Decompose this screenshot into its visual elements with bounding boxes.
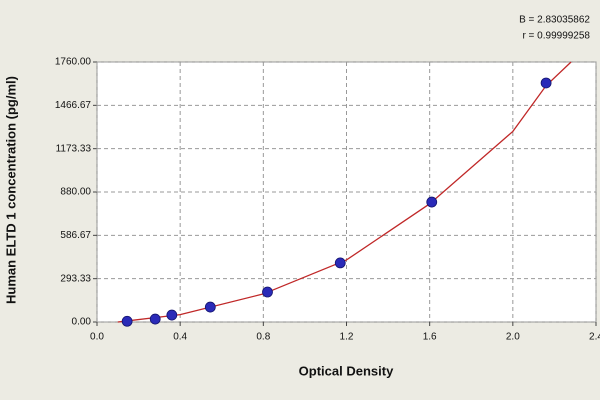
- fit-curve: [117, 61, 572, 323]
- data-point: [426, 196, 438, 208]
- x-tick-label: 2.4: [589, 332, 600, 343]
- data-point: [121, 315, 133, 327]
- x-tick-label: 0.4: [173, 332, 187, 343]
- x-axis-label: Optical Density: [299, 363, 394, 378]
- x-tick-label: 1.2: [340, 332, 354, 343]
- y-tick-label: 1173.33: [56, 143, 92, 154]
- x-tick-label: 2.0: [506, 332, 520, 343]
- y-tick-label: 1466.67: [55, 100, 92, 111]
- data-point: [262, 286, 273, 298]
- x-tick-label: 0.0: [90, 332, 104, 343]
- y-tick-label: 1760.00: [55, 57, 92, 68]
- x-tick-label: 0.8: [256, 332, 270, 343]
- data-point: [166, 309, 178, 321]
- y-tick-label: 0.00: [72, 317, 92, 328]
- x-tick-label: 1.6: [423, 332, 437, 343]
- y-axis-label: Human ELTD 1 concentration (pg/ml): [3, 76, 18, 304]
- y-tick-label: 880.00: [60, 187, 91, 198]
- data-point: [540, 77, 552, 89]
- y-tick-label: 586.67: [60, 230, 91, 241]
- annotation: r = 0.99999258: [522, 31, 590, 42]
- data-point: [204, 301, 216, 313]
- y-tick-label: 293.33: [60, 273, 91, 284]
- annotation: B = 2.83035862: [519, 15, 590, 26]
- data-point: [149, 313, 161, 325]
- data-point: [334, 257, 346, 269]
